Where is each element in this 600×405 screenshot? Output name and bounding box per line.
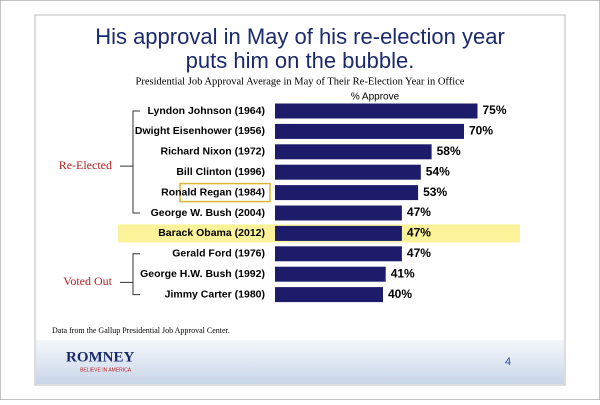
footer-band bbox=[36, 340, 564, 384]
bar bbox=[275, 185, 419, 201]
value-label: 47% bbox=[407, 246, 431, 260]
category-label: Lyndon Johnson (1964) bbox=[148, 105, 265, 117]
chart-title: His approval in May of his re-election y… bbox=[95, 24, 505, 73]
value-label: 47% bbox=[407, 205, 431, 219]
bar bbox=[275, 164, 421, 180]
group-label: Voted Out bbox=[63, 274, 112, 288]
chart-subtitle: Presidential Job Approval Average in May… bbox=[136, 76, 465, 87]
value-label: 75% bbox=[483, 103, 507, 117]
bar bbox=[275, 266, 386, 282]
value-label: 40% bbox=[388, 287, 412, 301]
bar bbox=[275, 225, 402, 241]
category-label: George W. Bush (2004) bbox=[151, 207, 265, 219]
bar bbox=[275, 287, 383, 303]
category-label: Dwight Eisenhower (1956) bbox=[135, 125, 265, 137]
bar bbox=[275, 246, 402, 262]
category-label: Richard Nixon (1972) bbox=[161, 146, 265, 158]
group-label: Re-Elected bbox=[59, 158, 112, 172]
bracket bbox=[120, 110, 140, 214]
value-label: 41% bbox=[391, 266, 415, 280]
logo-tagline: BELIEVE IN AMERICA bbox=[80, 367, 132, 373]
bar bbox=[275, 103, 478, 119]
category-label: Bill Clinton (1996) bbox=[176, 166, 265, 178]
category-label: Ronald Regan (1984) bbox=[161, 186, 265, 198]
axis-label: % Approve bbox=[351, 92, 400, 103]
category-label: Barack Obama (2012) bbox=[158, 227, 265, 239]
page-number: 4 bbox=[505, 356, 511, 368]
logo: ROMNEY bbox=[66, 349, 134, 365]
value-label: 54% bbox=[426, 164, 450, 178]
bracket bbox=[120, 253, 140, 296]
value-label: 47% bbox=[407, 226, 431, 240]
bar bbox=[275, 123, 464, 139]
bar bbox=[275, 144, 432, 160]
value-label: 70% bbox=[469, 124, 493, 138]
source-note: Data from the Gallup Presidential Job Ap… bbox=[52, 326, 230, 335]
bar bbox=[275, 205, 402, 221]
value-label: 53% bbox=[423, 185, 447, 199]
value-label: 58% bbox=[437, 144, 461, 158]
category-label: Jimmy Carter (1980) bbox=[165, 288, 265, 300]
category-label: George H.W. Bush (1992) bbox=[140, 268, 265, 280]
highlight-box bbox=[179, 182, 271, 203]
category-label: Gerald Ford (1976) bbox=[172, 248, 265, 260]
